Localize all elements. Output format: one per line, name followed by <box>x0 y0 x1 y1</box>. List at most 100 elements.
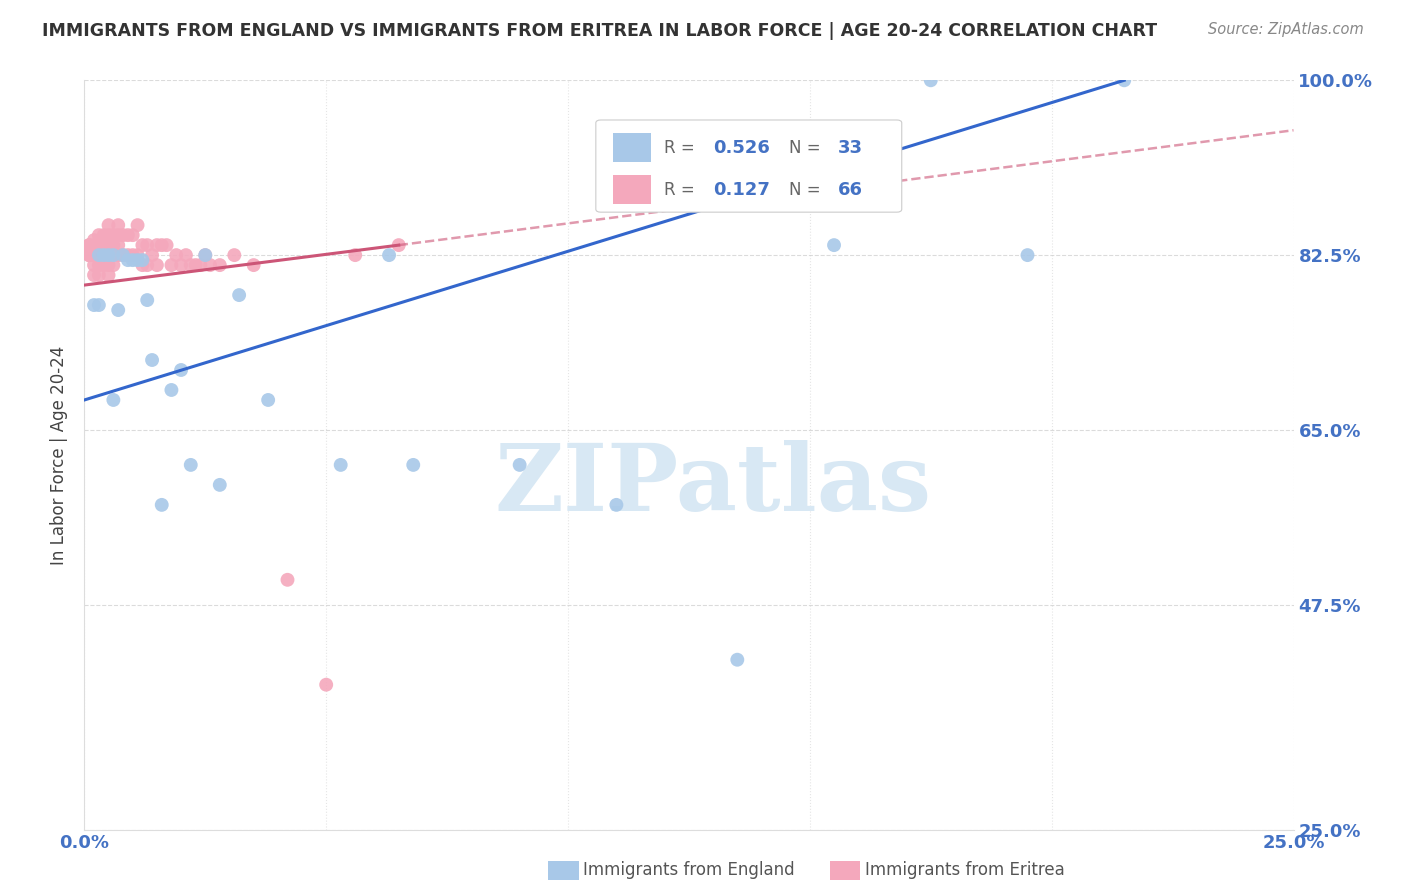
Point <box>141 248 163 262</box>
Bar <box>613 134 651 162</box>
Point <box>83 238 105 252</box>
Point <box>127 253 149 268</box>
Point <box>93 248 115 262</box>
Point <box>224 248 246 262</box>
Point <box>103 248 125 262</box>
Point <box>257 392 280 407</box>
Text: Immigrants from Eritrea: Immigrants from Eritrea <box>865 861 1064 879</box>
Point <box>112 228 135 243</box>
Point <box>97 238 120 252</box>
Text: N =: N = <box>789 181 827 199</box>
Point <box>198 258 221 272</box>
Text: 66: 66 <box>838 181 863 199</box>
Point <box>131 238 153 252</box>
Point <box>208 258 231 272</box>
Point <box>77 248 100 262</box>
Point <box>194 248 217 262</box>
Point <box>112 248 135 262</box>
Point <box>155 238 177 252</box>
Point <box>77 238 100 252</box>
Point <box>121 253 143 268</box>
Point <box>136 258 159 272</box>
Text: R =: R = <box>664 181 700 199</box>
Point <box>83 258 105 272</box>
Point <box>97 228 120 243</box>
Text: R =: R = <box>664 139 700 157</box>
Point <box>194 248 217 262</box>
Point <box>103 392 125 407</box>
Point <box>131 258 153 272</box>
Point <box>87 228 110 243</box>
Point <box>93 238 115 252</box>
Point <box>121 248 143 262</box>
Point <box>920 73 942 87</box>
Point <box>242 258 264 272</box>
Text: N =: N = <box>789 139 827 157</box>
Point <box>77 248 100 262</box>
Point <box>184 258 207 272</box>
Point <box>1114 73 1136 87</box>
Point <box>378 248 401 262</box>
Point <box>107 248 129 262</box>
Point <box>170 258 193 272</box>
Point <box>509 458 531 472</box>
Point <box>208 478 231 492</box>
Point <box>107 228 129 243</box>
Point <box>180 258 202 272</box>
Point <box>344 248 367 262</box>
Point <box>141 353 163 368</box>
Point <box>190 258 212 272</box>
Point <box>87 248 110 262</box>
Point <box>87 298 110 312</box>
Point <box>97 248 120 262</box>
Point <box>77 238 100 252</box>
Point <box>87 268 110 282</box>
Point <box>103 258 125 272</box>
Point <box>77 248 100 262</box>
Text: Source: ZipAtlas.com: Source: ZipAtlas.com <box>1208 22 1364 37</box>
Point <box>136 238 159 252</box>
Point <box>93 258 115 272</box>
Point <box>103 248 125 262</box>
Text: Immigrants from England: Immigrants from England <box>583 861 796 879</box>
Bar <box>613 176 651 204</box>
Text: IMMIGRANTS FROM ENGLAND VS IMMIGRANTS FROM ERITREA IN LABOR FORCE | AGE 20-24 CO: IMMIGRANTS FROM ENGLAND VS IMMIGRANTS FR… <box>42 22 1157 40</box>
Point <box>121 228 143 243</box>
Point <box>93 228 115 243</box>
Point <box>1017 248 1039 262</box>
Point <box>97 268 120 282</box>
Point <box>107 218 129 232</box>
Point <box>388 238 411 252</box>
Point <box>103 238 125 252</box>
Point <box>174 248 197 262</box>
Text: ZIPatlas: ZIPatlas <box>495 440 932 530</box>
Point <box>117 228 139 243</box>
Point <box>180 458 202 472</box>
Point <box>823 238 845 252</box>
Point <box>97 218 120 232</box>
Text: 33: 33 <box>838 139 863 157</box>
Point <box>117 253 139 268</box>
Point <box>170 363 193 377</box>
Point <box>83 298 105 312</box>
Text: 0.526: 0.526 <box>713 139 770 157</box>
Point <box>83 248 105 262</box>
Point <box>146 258 169 272</box>
Point <box>97 248 120 262</box>
Point <box>228 288 250 302</box>
Point <box>117 248 139 262</box>
Point <box>127 248 149 262</box>
Point <box>315 678 337 692</box>
Point <box>160 258 183 272</box>
Point <box>87 238 110 252</box>
Point <box>725 653 748 667</box>
Point <box>93 248 115 262</box>
Point <box>131 253 153 268</box>
Point <box>97 258 120 272</box>
Point <box>87 258 110 272</box>
Point <box>329 458 352 472</box>
Text: 0.127: 0.127 <box>713 181 770 199</box>
Y-axis label: In Labor Force | Age 20-24: In Labor Force | Age 20-24 <box>51 345 69 565</box>
Point <box>146 238 169 252</box>
Point <box>276 573 298 587</box>
